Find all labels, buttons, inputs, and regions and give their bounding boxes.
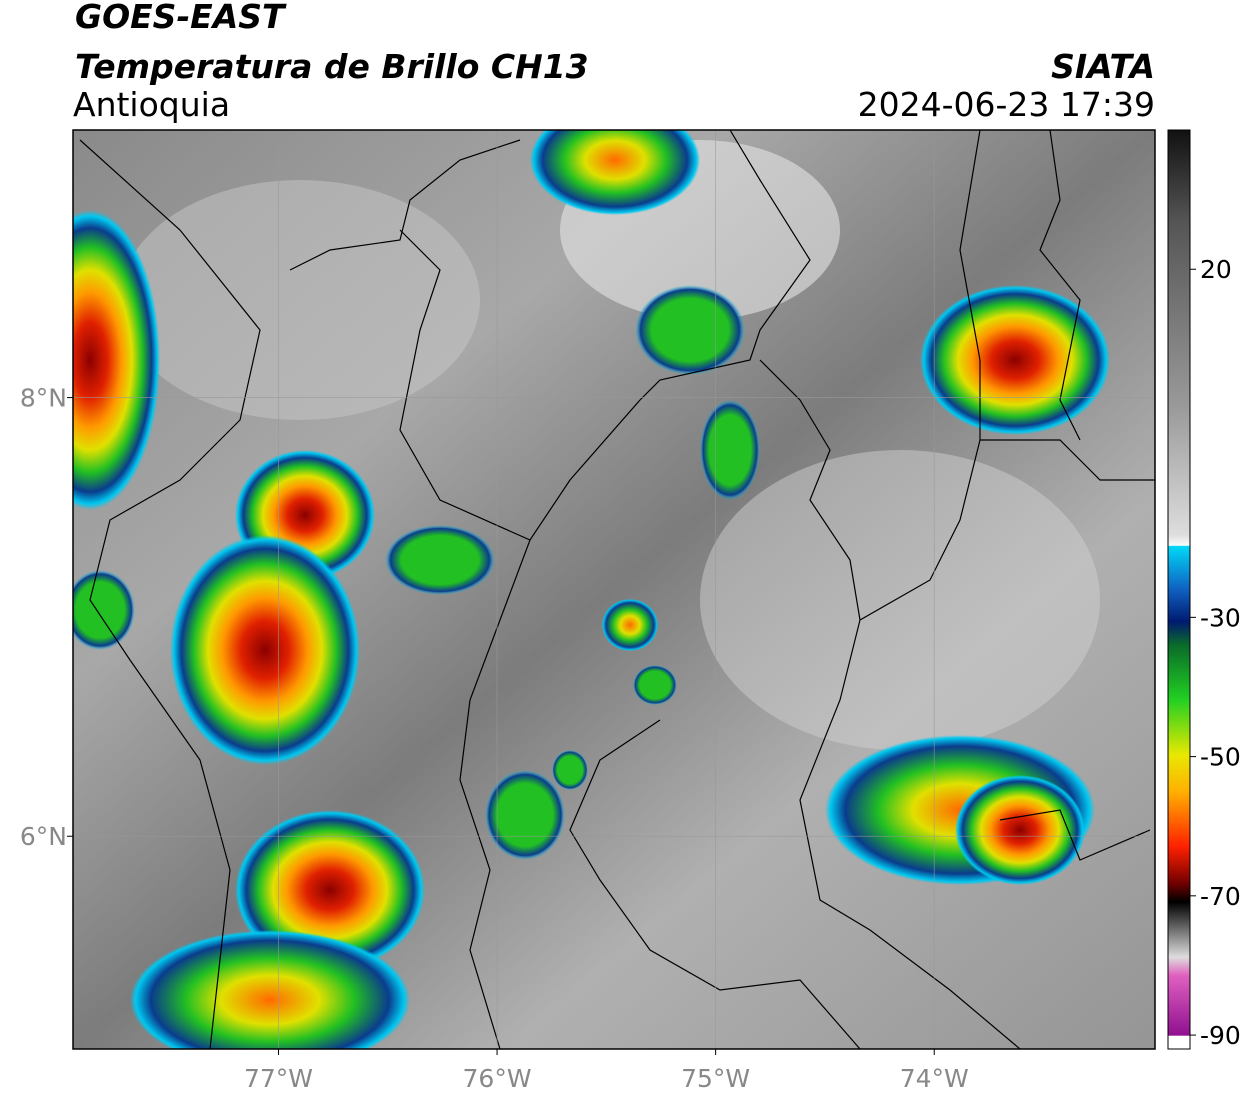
- cloud: [120, 180, 480, 420]
- storm: [170, 535, 360, 765]
- colorbar-tick-label: -50: [1200, 743, 1241, 772]
- boundaries: [79, 130, 1155, 1049]
- region: Antioquia: [73, 85, 230, 124]
- storm: [635, 285, 745, 375]
- subtitle: Temperatura de Brillo CH13: [75, 47, 589, 86]
- storm: [633, 665, 677, 705]
- imagery: [73, 130, 1155, 1049]
- colorbar-tick-label: 20: [1200, 255, 1232, 284]
- colorbar: [1167, 129, 1191, 1050]
- storm: [700, 400, 760, 500]
- y-tick-label: 6°N: [20, 822, 67, 851]
- storm: [73, 570, 135, 650]
- x-tick-label: 75°W: [681, 1064, 750, 1093]
- colorbar-tick-label: -30: [1200, 603, 1241, 632]
- x-tick-label: 77°W: [244, 1064, 313, 1093]
- x-tick-label: 74°W: [900, 1064, 969, 1093]
- storm: [602, 599, 658, 651]
- x-tick-label: 76°W: [463, 1064, 532, 1093]
- source: SIATA: [1051, 47, 1155, 86]
- storm: [552, 750, 588, 790]
- storm: [130, 930, 410, 1049]
- map-frame: [72, 129, 1156, 1050]
- colorbar-tick-label: -90: [1200, 1021, 1241, 1050]
- colorbar-ticks: 20 -30 -50 -70 -90: [1190, 255, 1241, 1050]
- graticule: 77°W 76°W 75°W 74°W 6°N 8°N: [20, 130, 1155, 1093]
- storm: [73, 210, 160, 510]
- datetime: 2024-06-23 17:39: [858, 85, 1155, 124]
- storm: [385, 525, 495, 595]
- storm: [955, 775, 1085, 885]
- colorbar-tick-label: -70: [1200, 882, 1241, 911]
- storm: [530, 130, 700, 215]
- y-tick-label: 8°N: [20, 384, 67, 413]
- title: GOES-EAST: [75, 0, 287, 36]
- storm: [235, 810, 425, 970]
- storm: [485, 770, 565, 860]
- cloud: [700, 450, 1100, 750]
- storm: [920, 285, 1110, 435]
